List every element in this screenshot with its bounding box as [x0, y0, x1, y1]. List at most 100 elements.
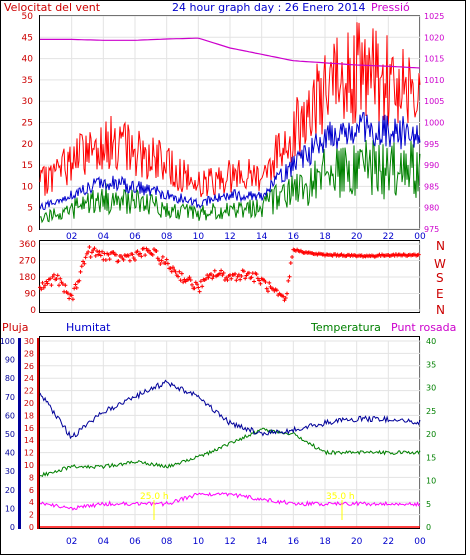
direction-point [247, 270, 251, 275]
rain-y-tick-label: 30 [24, 337, 34, 346]
direction-point [67, 296, 72, 301]
direction-point [224, 275, 229, 280]
wind-x-tick-label: 20 [351, 232, 363, 242]
direction-point [160, 254, 165, 259]
direction-point [58, 276, 63, 281]
wind-x-tick-label: 08 [161, 232, 173, 242]
pressure-y-tick-label: 980 [424, 204, 439, 213]
wind-y-tick-label: 20 [22, 140, 34, 150]
dewpoint-line [39, 491, 421, 511]
annotation-1: 25.0 h [140, 492, 169, 502]
direction-point [220, 273, 225, 278]
temperature-line [39, 427, 421, 477]
direction-point [188, 278, 193, 283]
direction-point [241, 269, 246, 274]
direction-point [239, 274, 244, 279]
pressure-y-tick-label: 995 [424, 140, 439, 149]
direction-point [169, 269, 174, 274]
direction-point [163, 261, 168, 266]
direction-point [116, 259, 121, 264]
humidity-line [39, 379, 421, 440]
direction-point [177, 269, 182, 274]
wind-x-tick-label: 22 [383, 232, 394, 242]
temperature-y-tick-label: 25 [426, 407, 436, 416]
direction-point [126, 253, 131, 258]
direction-point [266, 289, 270, 294]
direction-point [255, 276, 260, 281]
humidity-x-tick-label: 18 [319, 537, 331, 547]
direction-point [79, 264, 84, 269]
dewpoint-label: Punt rosada [391, 321, 456, 334]
rain-y-tick-label: 28 [24, 349, 34, 358]
rain-y-tick-label: 12 [24, 449, 34, 458]
direction-point [254, 272, 259, 277]
wind-pressure-ticks: 0510152025303540455097598098599099510001… [22, 12, 445, 242]
humidity-y-tick-label: 80 [5, 374, 15, 383]
rain-y-tick-label: 8 [29, 473, 34, 482]
rain-y-tick-label: 22 [24, 387, 34, 396]
humidity-x-tick-label: 16 [288, 537, 300, 547]
direction-point [159, 258, 164, 263]
wind-x-tick-label: 18 [319, 232, 331, 242]
rain-y-tick-label: 10 [24, 461, 34, 470]
rain-y-tick-label: 4 [29, 498, 34, 507]
humidity-y-tick-label: 70 [5, 393, 15, 402]
direction-point [55, 273, 60, 278]
direction-point [192, 286, 197, 291]
direction-point [154, 248, 159, 253]
direction-point [229, 276, 234, 281]
wind-y-tick-label: 45 [22, 33, 33, 43]
direction-point [74, 285, 79, 290]
humidity-temperature-grid [40, 340, 421, 528]
direction-point [168, 266, 173, 271]
direction-point [203, 276, 208, 281]
humidity-x-tick-label: 22 [383, 537, 394, 547]
pressure-y-tick-label: 985 [424, 182, 439, 191]
direction-point [88, 255, 93, 260]
direction-point [130, 252, 135, 257]
pressure-y-tick-label: 990 [424, 161, 439, 170]
humidity-x-tick-label: 08 [161, 537, 173, 547]
direction-point [236, 272, 241, 277]
wind-low-line [39, 139, 421, 224]
wind-x-tick-label: 14 [256, 232, 268, 242]
wind-x-tick-label: 12 [224, 232, 235, 242]
temperature-y-tick-label: 30 [426, 384, 436, 393]
direction-point [234, 278, 239, 283]
humidity-temperature-ticks: 0246810121416182022242628300102030405060… [0, 337, 436, 547]
direction-y-tick-label: 180 [19, 273, 36, 283]
direction-point [78, 269, 83, 274]
wind-average-line [39, 112, 421, 211]
direction-point [150, 252, 155, 257]
direction-point [257, 278, 262, 283]
direction-point [274, 288, 279, 293]
direction-point [92, 246, 97, 251]
humidity-y-tick-label: 30 [5, 467, 15, 476]
humidity-x-tick-label: 12 [224, 537, 235, 547]
chart-title: 24 hour graph day : 26 Enero 2014 [172, 1, 366, 14]
direction-point [144, 246, 149, 251]
direction-point [95, 248, 99, 253]
direction-point [93, 253, 98, 258]
rain-y-tick-label: 26 [24, 362, 34, 371]
wind-x-tick-label: 00 [414, 232, 426, 242]
direction-point [119, 254, 124, 259]
direction-letter-w: W [434, 257, 446, 271]
wind-x-tick-label: 16 [288, 232, 300, 242]
humidity-x-tick-label: 00 [414, 537, 426, 547]
direction-point [179, 271, 184, 276]
direction-point [98, 253, 103, 258]
direction-point [210, 276, 215, 281]
direction-point [263, 279, 268, 284]
humidity-y-tick-label: 90 [5, 356, 15, 365]
wind-pressure-grid [40, 15, 421, 230]
direction-point [186, 277, 191, 282]
wind-x-tick-label: 04 [98, 232, 110, 242]
wind-y-tick-label: 25 [22, 119, 33, 129]
direction-point [173, 269, 178, 274]
direction-point [267, 280, 272, 285]
direction-point [87, 244, 92, 249]
direction-point [221, 271, 226, 276]
pressure-line [40, 37, 421, 69]
